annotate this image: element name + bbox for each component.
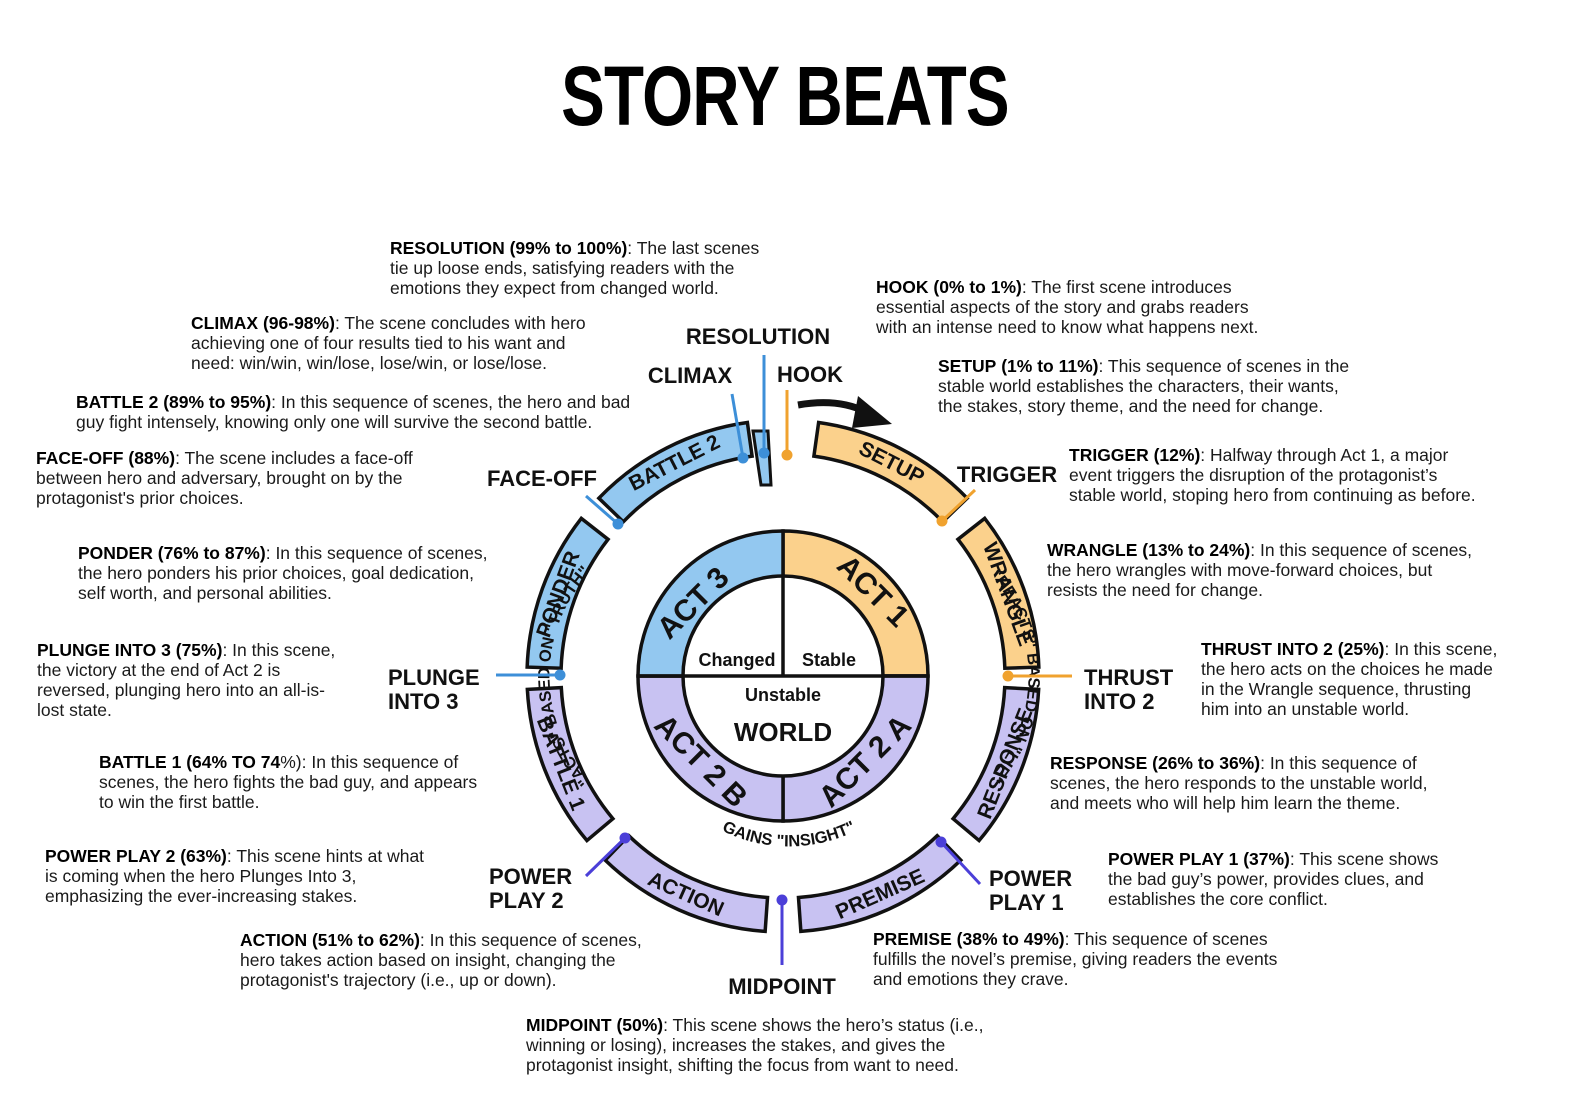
desc-powerplay1: POWER PLAY 1 (37%): This scene shows the… <box>1108 849 1439 909</box>
label-powerplay1-2: PLAY 1 <box>989 890 1064 915</box>
label-faceoff: FACE-OFF <box>487 466 597 491</box>
segment-battle2 <box>596 420 755 525</box>
center-world: WORLD <box>734 717 832 747</box>
desc-premise: PREMISE (38% to 49%): This sequence of s… <box>873 929 1278 989</box>
center-changed: Changed <box>698 650 775 670</box>
climax-connector <box>730 393 745 459</box>
desc-action: ACTION (51% to 62%): In this sequence of… <box>240 930 642 990</box>
label-thrust-1: THRUST <box>1084 665 1174 690</box>
powerplay1-connector <box>939 840 982 886</box>
desc-trigger: TRIGGER (12%): Halfway through Act 1, a … <box>1069 445 1476 505</box>
label-resolution: RESOLUTION <box>686 324 830 349</box>
powerplay1-dot <box>935 836 947 848</box>
faceoff-dot <box>612 518 624 530</box>
desc-wrangle: WRANGLE (13% to 24%): In this sequence o… <box>1047 540 1473 600</box>
desc-midpoint: MIDPOINT (50%): This scene shows the her… <box>526 1015 984 1075</box>
desc-climax: CLIMAX (96-98%): The scene concludes wit… <box>191 313 586 373</box>
trigger-connector <box>940 488 977 523</box>
powerplay2-dot <box>619 832 631 844</box>
powerplay2-connector <box>584 836 627 878</box>
desc-battle1: BATTLE 1 (64% TO 74%): In this sequence … <box>99 752 478 812</box>
label-midpoint: MIDPOINT <box>728 974 836 999</box>
segment-premise <box>796 833 964 934</box>
trigger-dot <box>936 515 948 527</box>
desc-powerplay2: POWER PLAY 2 (63%): This scene hints at … <box>45 846 425 906</box>
direction-arrowhead <box>852 396 892 428</box>
segment-ponder <box>525 515 611 671</box>
desc-faceoff: FACE-OFF (88%): The scene includes a fac… <box>36 448 413 508</box>
label-plunge-1: PLUNGE <box>388 665 480 690</box>
desc-hook: HOOK (0% to 1%): The first scene introdu… <box>876 277 1259 337</box>
climax-dot <box>737 452 749 464</box>
center-unstable: Unstable <box>745 685 821 705</box>
desc-thrust: THRUST INTO 2 (25%): In this scene, the … <box>1201 639 1498 719</box>
plunge-dot <box>554 669 566 681</box>
label-hook: HOOK <box>777 362 843 387</box>
desc-battle2: BATTLE 2 (89% to 95%): In this sequence … <box>76 392 631 432</box>
desc-setup: SETUP (1% to 11%): This sequence of scen… <box>938 356 1350 416</box>
segment-response <box>950 685 1041 844</box>
beat-connectors <box>496 355 1072 965</box>
label-plunge-2: INTO 3 <box>388 689 459 714</box>
label-powerplay1-1: POWER <box>989 866 1072 891</box>
desc-resolution: RESOLUTION (99% to 100%): The last scene… <box>390 238 760 298</box>
label-thrust-2: INTO 2 <box>1084 689 1155 714</box>
arc-text-bottom: GAINS "INSIGHT" <box>720 818 858 851</box>
midpoint-dot <box>776 894 788 906</box>
label-trigger: TRIGGER <box>957 462 1057 487</box>
desc-plunge: PLUNGE INTO 3 (75%): In this scene, the … <box>37 640 336 720</box>
segment-action <box>602 833 770 934</box>
hook-dot <box>781 449 793 461</box>
faceoff-connector <box>585 494 619 526</box>
label-powerplay2-2: PLAY 2 <box>489 888 564 913</box>
segment-battle1 <box>525 685 616 844</box>
resolution-dot <box>758 447 770 459</box>
desc-response: RESPONSE (26% to 36%): In this sequence … <box>1050 753 1428 813</box>
label-powerplay2-1: POWER <box>489 864 572 889</box>
page-title: STORY BEATS <box>561 49 1010 143</box>
segment-wrangle <box>955 515 1041 671</box>
label-climax: CLIMAX <box>648 363 733 388</box>
desc-ponder: PONDER (76% to 87%): In this sequence of… <box>78 543 488 603</box>
center-stable: Stable <box>802 650 856 670</box>
thrust-dot <box>1002 670 1014 682</box>
